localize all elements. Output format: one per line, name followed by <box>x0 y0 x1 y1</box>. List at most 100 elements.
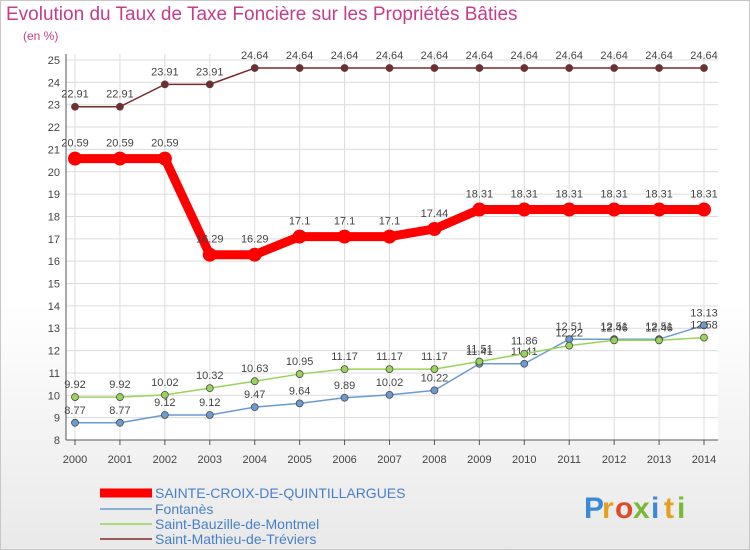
data-label: 17.1 <box>334 216 355 228</box>
data-label: 12.22 <box>555 328 583 340</box>
data-label: 24.64 <box>511 50 539 62</box>
x-tick-label: 2012 <box>602 454 626 466</box>
data-label: 9.12 <box>199 397 220 409</box>
y-unit-label: (en %) <box>23 29 59 43</box>
y-tick-label: 23 <box>48 100 60 112</box>
data-label: 22.91 <box>106 89 134 101</box>
data-point <box>430 386 439 395</box>
data-point <box>610 336 619 345</box>
data-label: 24.64 <box>331 50 359 62</box>
data-label: 17.44 <box>421 208 449 220</box>
data-label: 11.51 <box>466 344 493 356</box>
data-point <box>655 64 663 72</box>
data-point <box>562 202 577 217</box>
data-label: 18.31 <box>466 189 494 201</box>
data-point <box>520 64 529 72</box>
data-label: 11.17 <box>421 351 448 363</box>
brand-letter: o <box>615 492 633 525</box>
data-label: 16.29 <box>241 234 269 246</box>
y-tick-label: 17 <box>48 234 60 246</box>
x-tick-label: 2007 <box>377 454 401 466</box>
data-point <box>337 229 352 244</box>
data-label: 10.63 <box>241 363 269 375</box>
data-point <box>520 359 529 368</box>
data-point <box>247 247 262 262</box>
data-label: 24.64 <box>376 50 404 62</box>
data-point <box>160 80 169 89</box>
data-point <box>112 151 127 166</box>
y-tick-label: 21 <box>48 144 60 156</box>
y-tick-label: 20 <box>48 167 60 179</box>
data-point <box>295 370 304 378</box>
data-label: 9.64 <box>289 385 310 397</box>
data-point <box>71 418 79 427</box>
data-point <box>382 229 397 244</box>
data-point <box>295 399 304 408</box>
data-label: 9.92 <box>64 379 85 391</box>
data-label: 24.64 <box>645 50 673 62</box>
data-label: 24.64 <box>555 50 583 62</box>
x-tick-label: 2001 <box>108 454 132 466</box>
data-point <box>385 365 394 374</box>
data-label: 18.31 <box>511 189 539 201</box>
data-point <box>520 349 529 358</box>
x-tick-label: 2004 <box>242 454 266 466</box>
data-label: 9.92 <box>109 379 130 391</box>
y-tick-label: 15 <box>48 279 60 291</box>
x-tick-label: 2008 <box>422 454 446 466</box>
data-label: 10.32 <box>196 370 224 382</box>
brand-letter: x <box>633 492 650 525</box>
legend-entry: Saint-Mathieu-de-Tréviers <box>155 531 316 547</box>
data-point <box>116 102 124 111</box>
data-label: 9.12 <box>154 397 175 409</box>
data-label: 9.47 <box>244 389 265 401</box>
data-label: 18.31 <box>645 189 673 201</box>
data-point <box>652 202 667 217</box>
data-point <box>700 64 708 72</box>
data-label: 23.91 <box>196 66 224 78</box>
data-point <box>700 333 708 342</box>
data-label: 18.31 <box>600 189 628 201</box>
y-tick-label: 22 <box>48 122 60 134</box>
data-point <box>202 247 217 262</box>
data-point <box>340 365 349 374</box>
data-label: 17.1 <box>289 216 310 228</box>
data-label: 10.95 <box>286 356 314 368</box>
data-point <box>385 390 394 399</box>
data-point <box>205 384 214 393</box>
y-tick-label: 16 <box>48 256 60 268</box>
data-point <box>71 393 79 401</box>
y-tick-label: 9 <box>54 413 60 425</box>
brand-letter: t <box>664 492 674 525</box>
data-point <box>430 365 439 374</box>
data-point <box>116 393 124 401</box>
x-tick-label: 2000 <box>63 454 87 466</box>
data-label: 20.59 <box>106 138 134 150</box>
data-label: 24.64 <box>690 50 718 62</box>
data-label: 24.64 <box>466 50 494 62</box>
data-point <box>610 64 619 72</box>
x-tick-label: 2005 <box>287 454 311 466</box>
x-tick-label: 2014 <box>692 454 716 466</box>
data-point <box>697 202 711 217</box>
data-label: 11.41 <box>466 346 493 358</box>
data-point <box>160 390 169 399</box>
data-label: 24.64 <box>286 50 314 62</box>
data-label: 12.46 <box>645 322 673 334</box>
x-tick-label: 2013 <box>647 454 671 466</box>
chart-title: Evolution du Taux de Taxe Foncière sur l… <box>6 4 518 25</box>
data-point <box>205 80 214 89</box>
data-label: 10.02 <box>376 377 404 389</box>
brand-letter: r <box>602 492 614 525</box>
x-tick-label: 2003 <box>198 454 222 466</box>
data-point <box>250 403 259 412</box>
data-label: 12.46 <box>600 322 628 334</box>
data-label: 23.91 <box>151 66 179 78</box>
data-label: 8.77 <box>64 405 85 417</box>
data-point <box>205 411 214 419</box>
data-label: 24.64 <box>241 50 269 62</box>
data-point <box>250 64 259 72</box>
legend-entry: Fontanès <box>155 501 213 517</box>
data-point <box>157 151 172 166</box>
